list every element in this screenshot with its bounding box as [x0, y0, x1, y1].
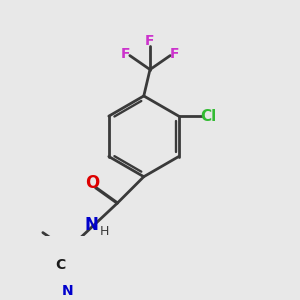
Text: C: C — [55, 258, 65, 272]
Text: F: F — [120, 47, 130, 61]
Text: F: F — [145, 34, 155, 48]
Text: F: F — [170, 47, 180, 61]
Text: O: O — [85, 174, 100, 192]
Text: Cl: Cl — [200, 109, 216, 124]
Text: N: N — [84, 216, 98, 234]
Text: H: H — [100, 224, 109, 238]
Text: N: N — [61, 284, 73, 298]
